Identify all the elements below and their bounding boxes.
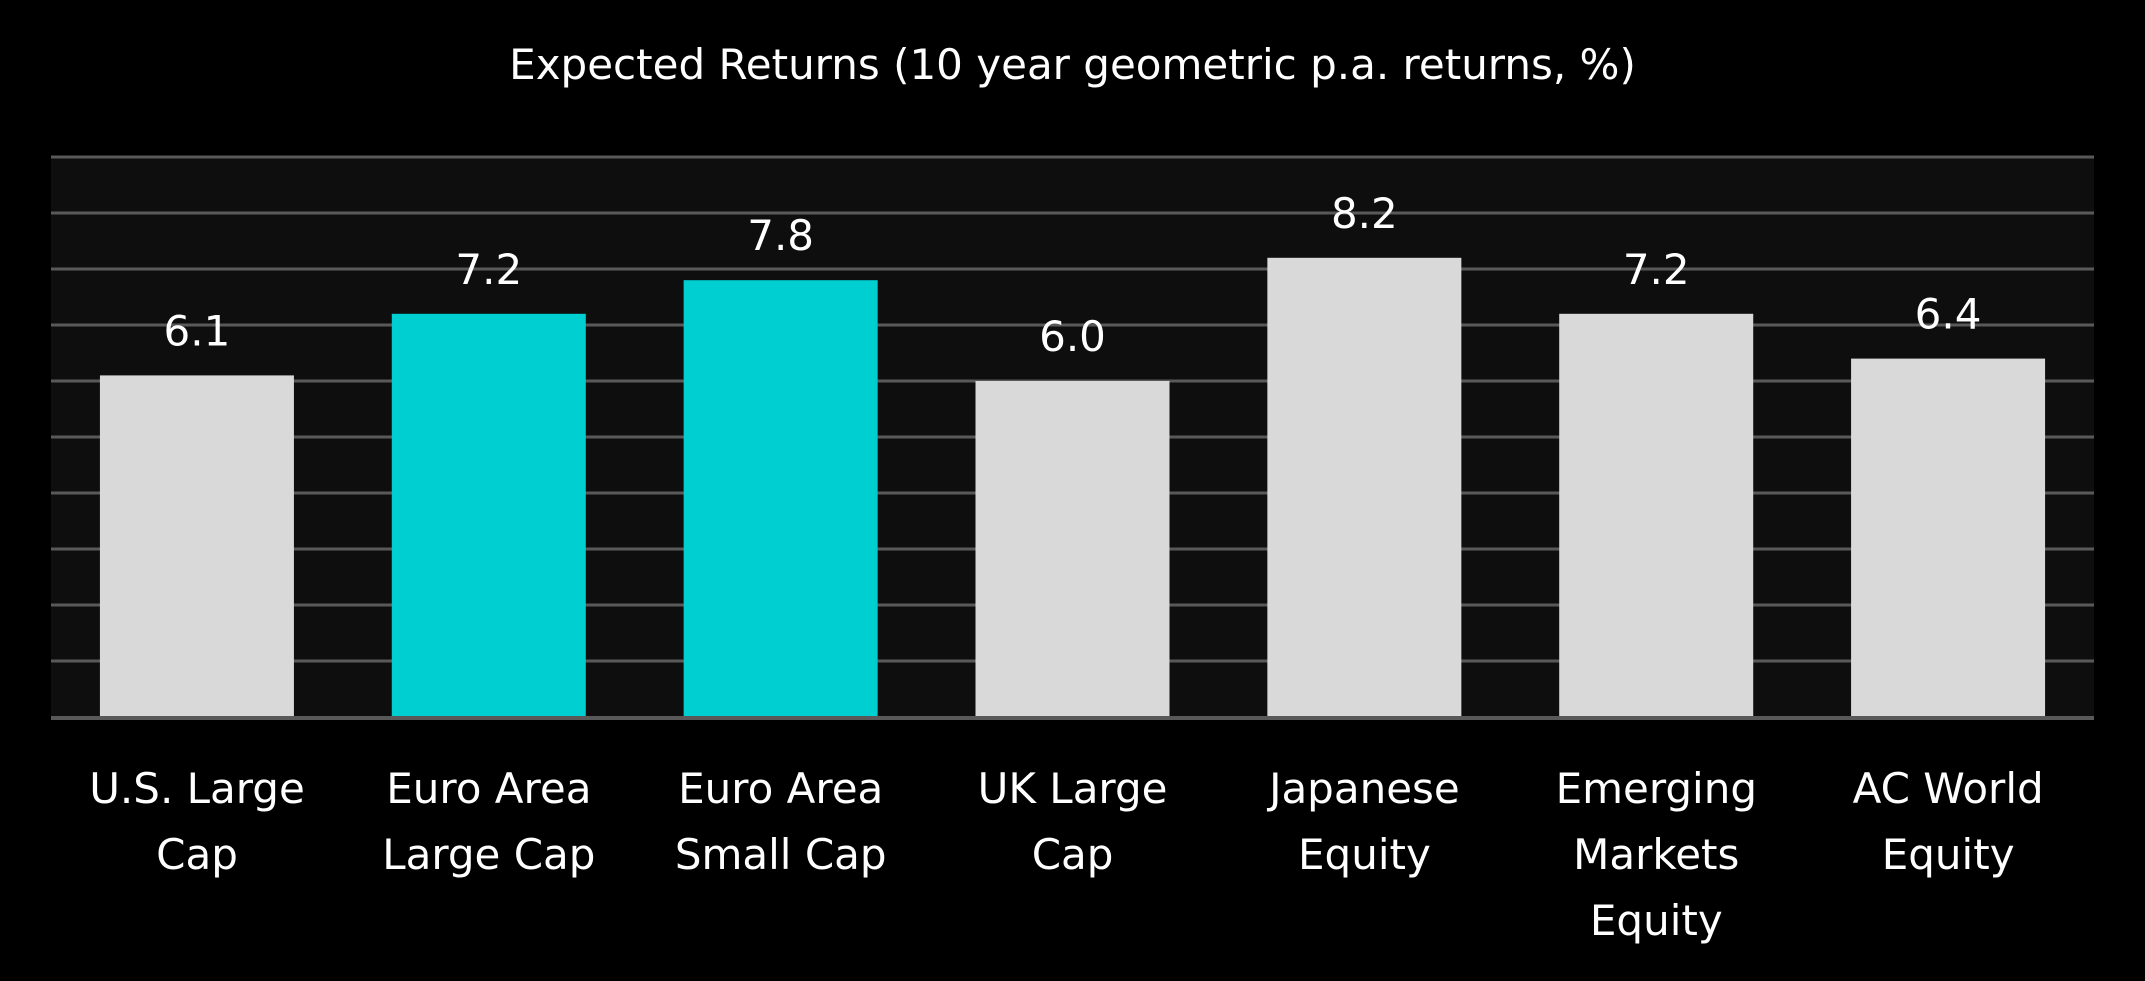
category-label-line: U.S. Large (89, 764, 305, 813)
category-label-line: AC World (1852, 764, 2044, 813)
category-label-line: Markets (1573, 830, 1740, 879)
category-label: UK Large Cap (927, 756, 1219, 888)
data-label: 6.0 (1039, 312, 1106, 361)
category-label-line: Large Cap (382, 830, 596, 879)
category-label: Euro Area Small Cap (635, 756, 927, 888)
data-label: 6.1 (164, 306, 231, 355)
category-label-line: Cap (1031, 830, 1114, 879)
data-label: 7.2 (455, 245, 522, 294)
data-label: 7.8 (747, 211, 814, 260)
bar (975, 381, 1170, 717)
category-label: Japanese Equity (1218, 756, 1510, 888)
chart-title: Expected Returns (10 year geometric p.a.… (509, 40, 1636, 89)
category-label-line: Japanese (1269, 764, 1460, 813)
bar (1559, 313, 1754, 717)
category-label-line: Cap (156, 830, 238, 879)
category-label-line: Equity (1589, 896, 1723, 945)
data-label: 8.2 (1331, 189, 1398, 238)
data-label: 6.4 (1915, 290, 1982, 339)
category-label-line: Euro Area (678, 764, 884, 813)
bar (1267, 257, 1462, 717)
bar (683, 280, 878, 717)
bar (99, 375, 294, 717)
category-label: Euro Area Large Cap (343, 756, 635, 888)
bar (391, 313, 586, 717)
category-label-line: Small Cap (674, 830, 887, 879)
bar (1851, 358, 2046, 717)
category-label-line: Emerging (1555, 764, 1757, 813)
category-label-line: UK Large (977, 764, 1168, 813)
category-label-line: Equity (1298, 830, 1431, 879)
category-label: AC World Equity (1802, 756, 2094, 888)
data-label: 7.2 (1623, 245, 1690, 294)
category-label: Emerging Markets Equity (1510, 756, 1802, 954)
category-label-line: Equity (1881, 830, 2015, 879)
category-label-line: Euro Area (386, 764, 592, 813)
category-label: U.S. Large Cap (51, 756, 343, 888)
